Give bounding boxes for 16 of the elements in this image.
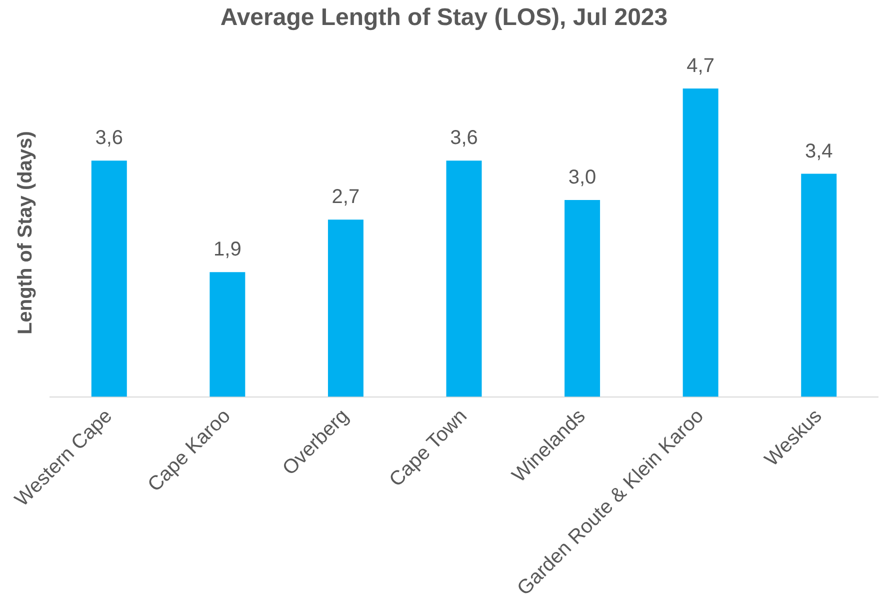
y-axis-title: Length of Stay (days) bbox=[14, 131, 37, 334]
data-label: 3,4 bbox=[804, 140, 833, 162]
data-label: 2,7 bbox=[332, 186, 360, 208]
data-label: 3,6 bbox=[95, 127, 124, 150]
bar bbox=[210, 272, 246, 397]
chart-title: Average Length of Stay (LOS), Jul 2023 bbox=[220, 4, 668, 32]
data-label: 3,0 bbox=[568, 166, 596, 189]
bar bbox=[91, 160, 127, 397]
bar bbox=[801, 174, 837, 397]
bar bbox=[328, 220, 364, 397]
bar bbox=[682, 88, 718, 397]
data-label: 1,9 bbox=[214, 238, 242, 261]
data-label: 4,7 bbox=[686, 54, 714, 77]
data-label: 3,6 bbox=[450, 127, 478, 150]
bar bbox=[446, 160, 482, 397]
bar bbox=[564, 200, 600, 397]
